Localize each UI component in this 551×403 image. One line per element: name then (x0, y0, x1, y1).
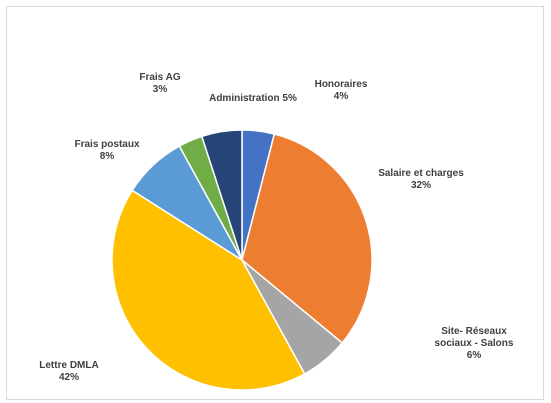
pie-label-frais-postaux: Frais postaux 8% (74, 139, 139, 162)
pie-label-administration: Administration 5% (209, 93, 297, 104)
pie-label-salaire-et-charges: Salaire et charges 32% (378, 168, 464, 191)
pie-label-frais-ag: Frais AG 3% (139, 72, 181, 95)
pie-slices (112, 130, 372, 390)
pie-label-lettre-dmla: Lettre DMLA 42% (39, 360, 98, 383)
pie-label-site-r-seaux-sociaux-salons: Site- Réseaux sociaux - Salons 6% (435, 326, 514, 361)
pie-label-honoraires: Honoraires 4% (315, 79, 368, 102)
